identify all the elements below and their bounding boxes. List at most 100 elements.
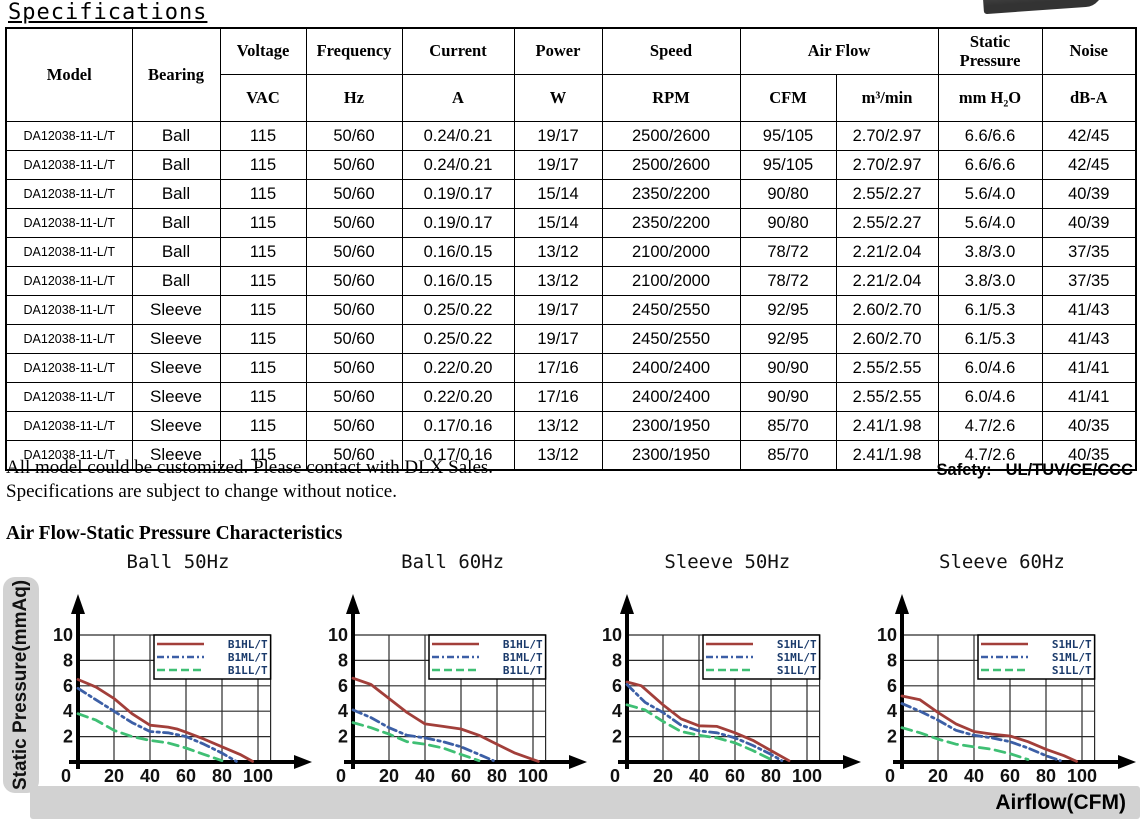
series-b1hl-t — [76, 678, 254, 763]
tick-label: 4 — [63, 701, 73, 721]
table-cell: 2450/2550 — [601, 324, 741, 354]
table-row: DA12038-11-L/T Sleeve 115 50/60 0.22/0.20 17/… — [5, 353, 1137, 383]
tick-label: 10 — [602, 625, 622, 645]
table-cell: Sleeve — [131, 295, 221, 325]
table-cell: 40/39 — [1041, 208, 1137, 238]
table-cell: Sleeve — [131, 411, 221, 441]
table-cell: 41/41 — [1041, 353, 1137, 383]
table-cell: DA12038-11-L/T — [5, 382, 133, 412]
table-cell: 5.6/4.0 — [937, 208, 1043, 238]
table-cell: 5.6/4.0 — [937, 179, 1043, 209]
series-s1ll-t — [900, 726, 1030, 761]
table-cell: DA12038-11-L/T — [5, 121, 133, 151]
table-cell: 2.55/2.55 — [835, 353, 939, 383]
chart-sleeve-60hz: Sleeve 60Hz 2 4 6 8 10 0 20 40 60 80 100 S1HL/T S1ML/… — [866, 551, 1138, 796]
table-cell: 6.1/5.3 — [937, 295, 1043, 325]
tick-label: 60 — [176, 766, 196, 786]
series-b1ll-t — [76, 712, 224, 763]
legend-label: S1ML/T — [777, 651, 817, 664]
table-header: Model Bearing Voltage Frequency Current … — [5, 27, 1137, 122]
tick-label: 100 — [1067, 766, 1097, 786]
unit-dba: dB-A — [1041, 74, 1137, 122]
series-s1ll-t — [625, 703, 773, 761]
table-cell: 50/60 — [305, 382, 403, 412]
table-cell: 17/16 — [513, 382, 603, 412]
tick-label: 40 — [964, 766, 984, 786]
table-cell: 2500/2600 — [601, 150, 741, 180]
tick-label: 10 — [328, 625, 348, 645]
table-cell: DA12038-11-L/T — [5, 295, 133, 325]
table-cell: DA12038-11-L/T — [5, 237, 133, 267]
table-cell: 2.55/2.55 — [835, 382, 939, 412]
table-cell: 41/41 — [1041, 382, 1137, 412]
unit-a: A — [401, 74, 515, 122]
table-cell: 2.70/2.97 — [835, 121, 939, 151]
legend-label: S1ML/T — [1052, 651, 1092, 664]
table-cell: 19/17 — [513, 150, 603, 180]
table-cell: 2.60/2.70 — [835, 295, 939, 325]
table-cell: 37/35 — [1041, 266, 1137, 296]
tick-label: 2 — [612, 727, 622, 747]
table-cell: 0.25/0.22 — [401, 295, 515, 325]
legend-label: S1LL/T — [1052, 664, 1092, 677]
table-cell: 0.22/0.20 — [401, 353, 515, 383]
table-cell: Ball — [131, 237, 221, 267]
legend-label: S1LL/T — [777, 664, 817, 677]
tick-label: 8 — [338, 650, 348, 670]
x-axis-banner: Airflow(CFM) — [30, 786, 1140, 819]
table-cell: Sleeve — [131, 382, 221, 412]
col-header-frequency: Frequency — [305, 27, 403, 75]
table-cell: 50/60 — [305, 440, 403, 471]
tick-label: 60 — [1000, 766, 1020, 786]
table-cell: 40/35 — [1041, 440, 1137, 471]
table-cell: Sleeve — [131, 324, 221, 354]
table-cell: 0.24/0.21 — [401, 150, 515, 180]
table-cell: 78/72 — [739, 237, 837, 267]
table-cell: 115 — [219, 208, 307, 238]
y-axis-banner: Static Pressure(mmAq) — [3, 577, 39, 793]
unit-hz: Hz — [305, 74, 403, 122]
table-cell: 2100/2000 — [601, 237, 741, 267]
table-cell: DA12038-11-L/T — [5, 324, 133, 354]
table-cell: 41/43 — [1041, 324, 1137, 354]
table-cell: 115 — [219, 237, 307, 267]
table-cell: 2400/2400 — [601, 353, 741, 383]
table-cell: 115 — [219, 179, 307, 209]
tick-label: 4 — [338, 701, 348, 721]
table-cell: 2450/2550 — [601, 295, 741, 325]
table-cell: 85/70 — [739, 440, 837, 471]
table-cell: 90/90 — [739, 382, 837, 412]
table-cell: 15/14 — [513, 208, 603, 238]
series-b1ml-t — [76, 686, 238, 763]
table-cell: 4.7/2.6 — [937, 440, 1043, 471]
tick-label: 100 — [792, 766, 822, 786]
table-cell: 13/12 — [513, 266, 603, 296]
spec-table-body: DA12038-11-L/T Ball 115 50/60 0.24/0.21 19/17… — [5, 121, 1137, 471]
tick-label: 8 — [612, 650, 622, 670]
table-row: DA12038-11-L/T Sleeve 115 50/60 0.17/0.16 13/… — [5, 411, 1137, 441]
table-cell: 2350/2200 — [601, 179, 741, 209]
tick-label: 2 — [887, 727, 897, 747]
table-cell: 13/12 — [513, 237, 603, 267]
tick-label: 20 — [104, 766, 124, 786]
col-header-bearing: Bearing — [131, 27, 221, 122]
tick-label: 60 — [725, 766, 745, 786]
table-cell: 2.41/1.98 — [835, 411, 939, 441]
tick-label: 80 — [1036, 766, 1056, 786]
table-cell: 115 — [219, 324, 307, 354]
table-row: DA12038-11-L/T Ball 115 50/60 0.16/0.15 13/12… — [5, 237, 1137, 267]
table-cell: Sleeve — [131, 353, 221, 383]
table-cell: 37/35 — [1041, 237, 1137, 267]
table-cell: 42/45 — [1041, 150, 1137, 180]
col-header-model: Model — [5, 27, 133, 122]
tick-label: 80 — [212, 766, 232, 786]
tick-label: 8 — [63, 650, 73, 670]
tick-label: 100 — [518, 766, 548, 786]
table-cell: 0.25/0.22 — [401, 324, 515, 354]
table-cell: 2.70/2.97 — [835, 150, 939, 180]
table-cell: 0.19/0.17 — [401, 208, 515, 238]
tick-label: 80 — [487, 766, 507, 786]
table-cell: 15/14 — [513, 179, 603, 209]
table-cell: 95/105 — [739, 121, 837, 151]
